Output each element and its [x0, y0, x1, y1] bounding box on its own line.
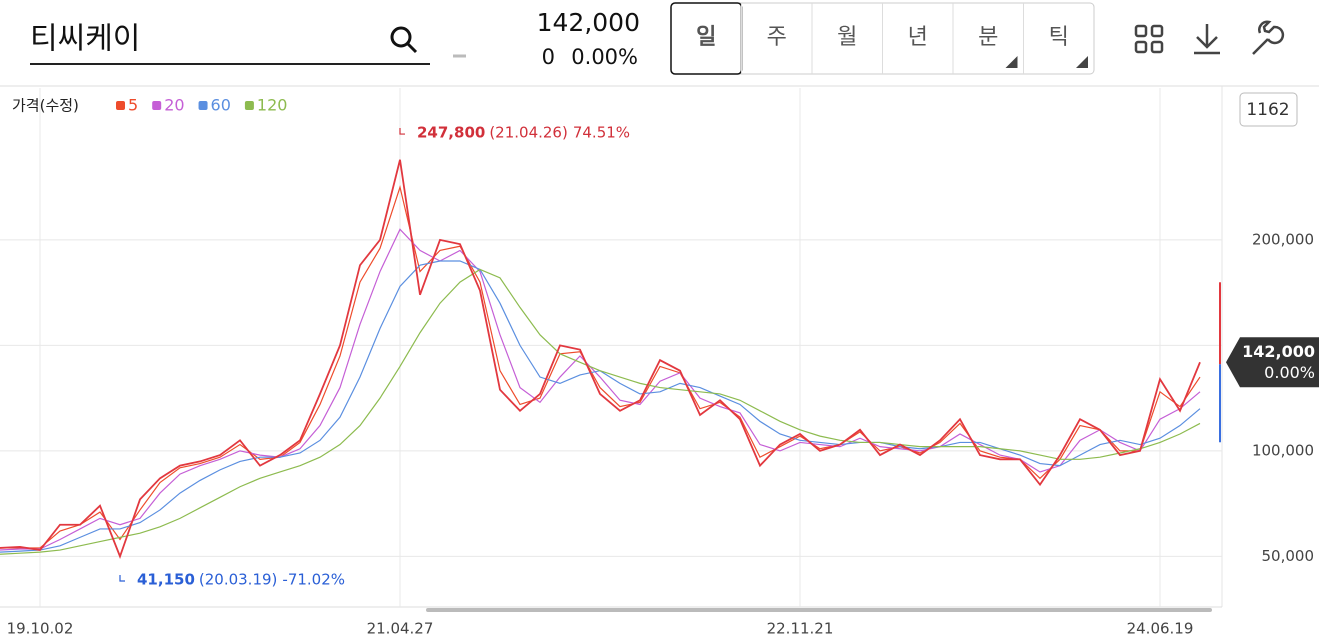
settings-icon[interactable]: [1252, 20, 1285, 55]
ma-line: [0, 228, 1201, 551]
grid-icon[interactable]: [1134, 24, 1164, 54]
change-pct: 0.00%: [571, 45, 638, 69]
legend-label: 120: [257, 96, 288, 115]
legend-label: 60: [211, 96, 231, 115]
x-tick-label: 24.06.19: [1127, 620, 1194, 638]
ma-line: [0, 184, 1201, 549]
x-tick-label: 19.10.02: [7, 620, 74, 638]
high-change: 74.51%: [573, 124, 630, 142]
low-marker: [119, 575, 125, 582]
change: 0: [542, 45, 555, 69]
ma-line: [0, 268, 1201, 555]
price-line: [0, 159, 1201, 559]
tab[interactable]: 주: [767, 25, 787, 50]
x-tick-label: 22.11.21: [767, 620, 834, 638]
tab-corner: [1076, 56, 1088, 68]
last-price-tag: [1226, 337, 1319, 388]
tab[interactable]: 월: [837, 25, 857, 50]
y-tick-label: 50,000: [1262, 547, 1315, 565]
count-box[interactable]: [1239, 92, 1298, 127]
legend-swatch: [198, 101, 208, 110]
legend-swatch: [152, 101, 162, 110]
legend-label: 5: [128, 96, 138, 115]
tab[interactable]: 분: [978, 25, 998, 50]
last-change: 0.00%: [1264, 363, 1315, 382]
legend-swatch: [116, 101, 125, 110]
search-icon[interactable]: [390, 26, 418, 54]
count: 1162: [1246, 100, 1289, 120]
high-value: 247,800: [417, 124, 485, 142]
low-date: (20.03.19): [199, 571, 278, 589]
tab[interactable]: 일: [696, 25, 716, 50]
download-icon[interactable]: [1194, 24, 1220, 55]
ma-line: [0, 260, 1201, 553]
y-tick-label: 100,000: [1252, 441, 1314, 459]
y-tick-label: 200,000: [1252, 230, 1314, 248]
price: 142,000: [537, 8, 640, 37]
last-price: 142,000: [1242, 342, 1315, 361]
legend-title: 가격(수정): [12, 97, 79, 115]
tab-corner: [1005, 56, 1018, 68]
tab[interactable]: 틱: [1049, 25, 1069, 50]
high-marker: [399, 128, 405, 135]
low-value: 41,150: [137, 571, 195, 589]
high-date: (21.04.26): [489, 124, 568, 142]
legend-label: 20: [164, 96, 184, 115]
x-tick-label: 21.04.27: [367, 620, 434, 638]
search-text[interactable]: 티씨케이: [30, 22, 140, 57]
legend-swatch: [244, 101, 254, 110]
low-change: -71.02%: [282, 571, 345, 589]
tab[interactable]: 년: [908, 25, 928, 50]
